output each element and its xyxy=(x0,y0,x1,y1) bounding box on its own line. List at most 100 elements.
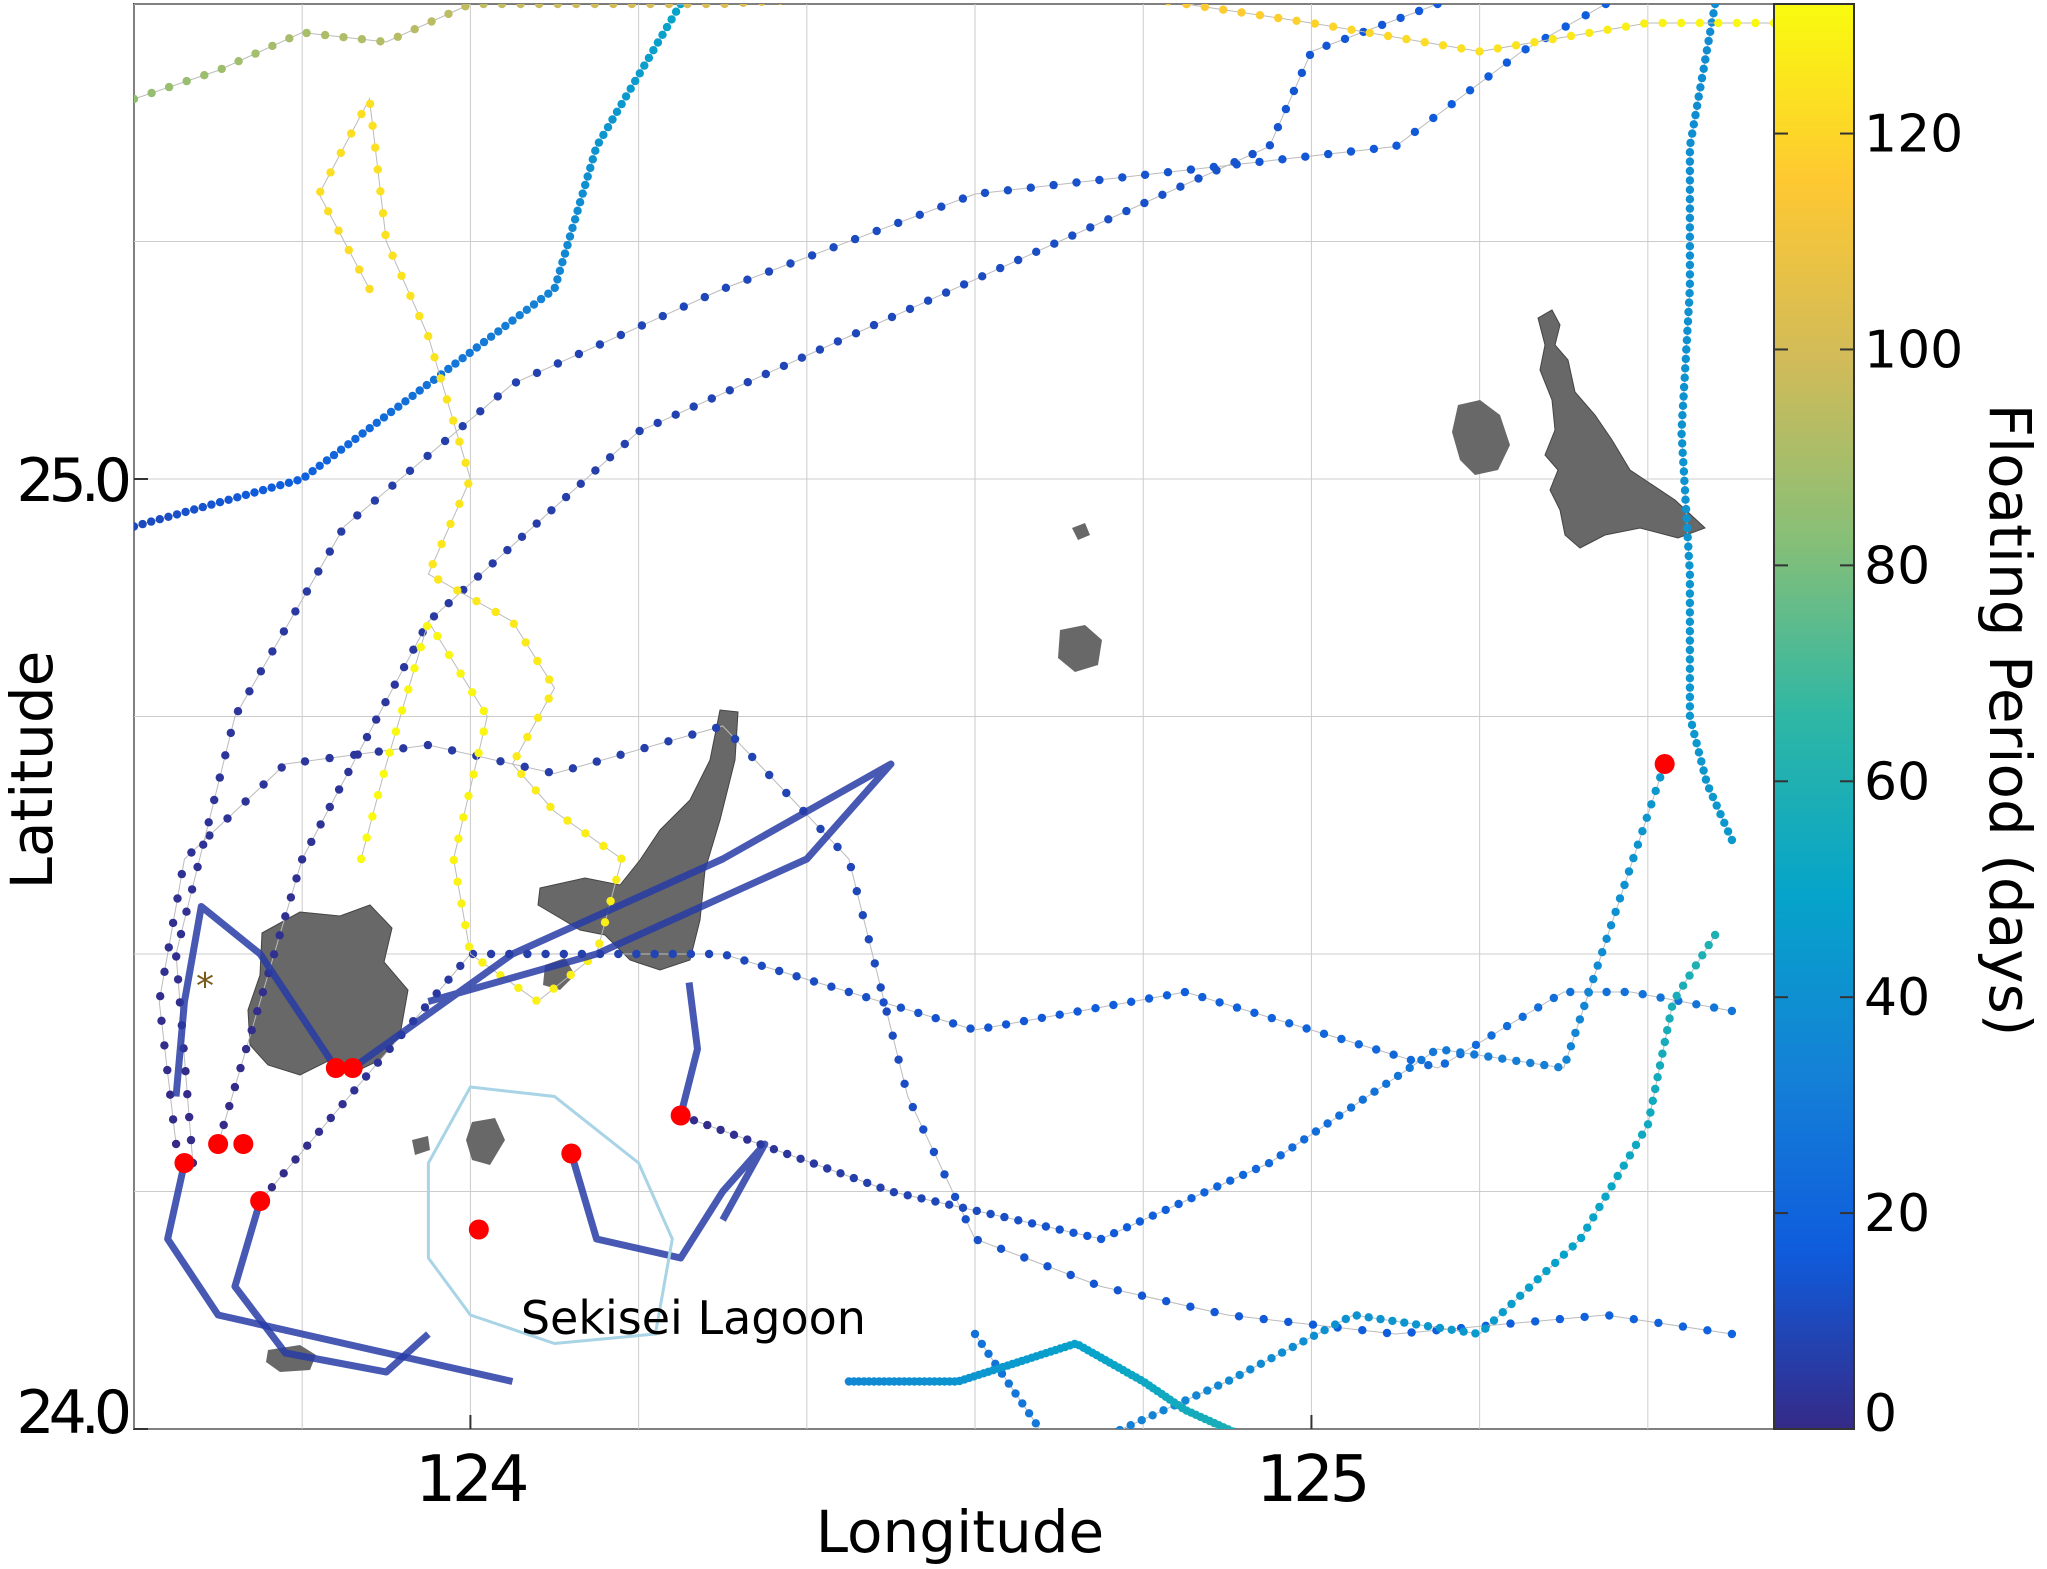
colorbar-tick-label: 60 xyxy=(1864,752,1930,812)
track-point xyxy=(532,996,541,1005)
track-point xyxy=(361,1072,371,1081)
track-point xyxy=(1024,1409,1034,1418)
track-point xyxy=(491,607,500,617)
track-point xyxy=(147,88,156,98)
track-point xyxy=(1370,1087,1379,1096)
track-point xyxy=(390,680,399,689)
track-point xyxy=(316,820,325,829)
track-point xyxy=(649,46,658,55)
track-point xyxy=(919,1125,928,1134)
track-point xyxy=(1648,1096,1658,1106)
track-point xyxy=(215,773,224,782)
track-path xyxy=(217,4,1438,1145)
track-point xyxy=(365,284,374,294)
track-point xyxy=(769,1145,779,1154)
track-point xyxy=(1685,711,1695,720)
track-point xyxy=(1340,34,1350,44)
track-point xyxy=(1665,1014,1674,1023)
track-point xyxy=(764,267,774,276)
release-marker xyxy=(561,1143,582,1164)
track-point xyxy=(325,753,334,763)
track-point xyxy=(517,532,527,541)
track-point xyxy=(1551,1258,1560,1268)
track-point xyxy=(1323,1119,1332,1128)
track-point xyxy=(612,107,622,117)
track-point xyxy=(553,359,563,368)
track-point xyxy=(1465,86,1475,95)
track-point xyxy=(775,966,784,976)
track-point xyxy=(1685,692,1695,702)
track-point xyxy=(1402,34,1411,44)
track-point xyxy=(592,757,601,766)
track-point xyxy=(509,619,519,628)
x-tick-label: 124 xyxy=(415,1443,526,1517)
track-point xyxy=(300,757,310,766)
track-point xyxy=(1299,1337,1308,1346)
track-point xyxy=(1681,364,1690,373)
track-point xyxy=(1235,1370,1244,1380)
colorbar-tick-label: 80 xyxy=(1864,536,1930,596)
track-point xyxy=(388,481,397,490)
track-point xyxy=(1694,92,1703,101)
track-point xyxy=(765,770,774,780)
drifter-track xyxy=(172,4,1610,1168)
track-point xyxy=(351,434,360,444)
track-point xyxy=(980,188,990,198)
track-point xyxy=(486,332,496,341)
track-point xyxy=(640,61,649,70)
track-point xyxy=(168,918,178,928)
track-point xyxy=(1104,215,1113,224)
track-point xyxy=(1595,1202,1604,1212)
track-point xyxy=(1493,44,1503,53)
track-point xyxy=(570,215,580,224)
track-point xyxy=(637,321,647,330)
track-point xyxy=(1481,1324,1490,1333)
track-point xyxy=(689,1116,699,1125)
track-point xyxy=(199,840,208,849)
track-point xyxy=(362,833,371,842)
track-point xyxy=(221,751,230,760)
track-point xyxy=(888,1031,897,1040)
track-point xyxy=(1679,382,1689,392)
track-point xyxy=(1685,148,1695,157)
track-point xyxy=(1566,987,1575,997)
track-point xyxy=(1389,1050,1398,1059)
track-point xyxy=(486,949,496,959)
track-point xyxy=(376,37,385,46)
track-point xyxy=(459,813,468,822)
track-point xyxy=(497,4,507,9)
track-point xyxy=(671,7,681,16)
track-point xyxy=(529,300,539,309)
track-point xyxy=(653,418,662,428)
track-point xyxy=(563,240,572,250)
track-point xyxy=(1732,18,1742,28)
track-point xyxy=(256,667,266,676)
track-point xyxy=(1020,1253,1029,1262)
track-point xyxy=(1352,1311,1362,1320)
colorbar-tick-label: 0 xyxy=(1864,1384,1897,1444)
track-point xyxy=(1428,1047,1438,1057)
track-point xyxy=(1140,198,1149,208)
track-point xyxy=(1238,1431,1246,1439)
track-point xyxy=(640,743,649,753)
track-point xyxy=(1620,880,1629,890)
track-point xyxy=(479,706,488,716)
track-point xyxy=(1685,242,1695,251)
track-point xyxy=(381,698,390,707)
track-point xyxy=(658,30,667,39)
track-point xyxy=(279,627,289,636)
track-point xyxy=(614,949,623,959)
track-point xyxy=(1653,1073,1662,1082)
track-point xyxy=(1161,1205,1170,1215)
tarama-island xyxy=(1058,625,1102,672)
track-point xyxy=(168,1115,178,1124)
track-point xyxy=(1159,1406,1168,1415)
track-point xyxy=(721,283,731,292)
track-point xyxy=(1685,617,1695,626)
track-point xyxy=(308,467,317,476)
track-point xyxy=(172,510,182,519)
track-point xyxy=(186,1135,196,1145)
track-point xyxy=(1322,41,1331,50)
track-point xyxy=(1447,1325,1456,1335)
track-point xyxy=(200,71,209,80)
